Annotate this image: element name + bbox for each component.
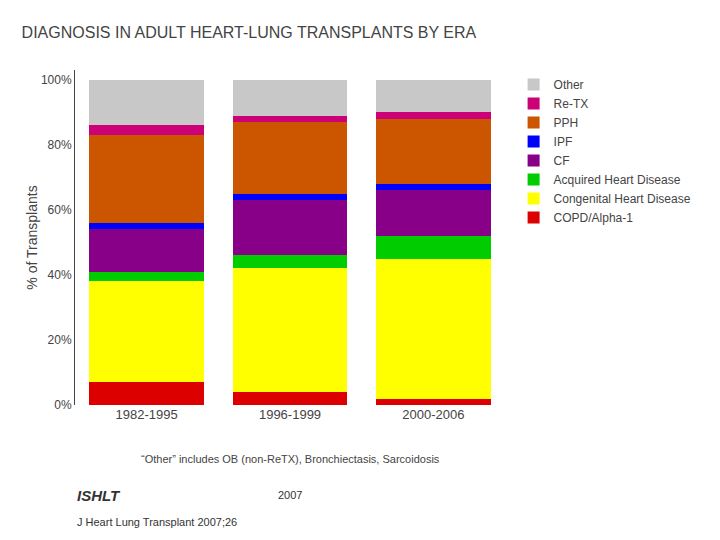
svg-text:Acquired Heart Disease: Acquired Heart Disease [554, 173, 681, 187]
svg-text:40%: 40% [48, 268, 72, 282]
svg-text:% of Transplants: % of Transplants [24, 185, 40, 289]
svg-text:CF: CF [554, 154, 570, 168]
svg-text:Congenital Heart Disease: Congenital Heart Disease [554, 192, 691, 206]
svg-text:COPD/Alpha-1: COPD/Alpha-1 [554, 211, 634, 225]
svg-text:80%: 80% [48, 138, 72, 152]
svg-text:ISHLT: ISHLT [77, 487, 121, 504]
svg-text:Re-TX: Re-TX [554, 97, 589, 111]
svg-text:Other: Other [554, 78, 584, 92]
svg-text:1996-1999: 1996-1999 [259, 407, 321, 422]
svg-text:0%: 0% [54, 398, 72, 412]
svg-text:1982-1995: 1982-1995 [116, 407, 178, 422]
svg-text:100%: 100% [41, 73, 72, 87]
svg-text:60%: 60% [48, 203, 72, 217]
svg-text:20%: 20% [48, 333, 72, 347]
svg-text:J Heart Lung Transplant 2007;2: J Heart Lung Transplant 2007;26 [77, 516, 237, 528]
svg-text:“Other” includes OB (non-ReTX): “Other” includes OB (non-ReTX), Bronchie… [141, 453, 440, 465]
svg-text:IPF: IPF [554, 135, 573, 149]
svg-text:DIAGNOSIS IN ADULT HEART-LUNG: DIAGNOSIS IN ADULT HEART-LUNG TRANSPLANT… [22, 24, 477, 41]
svg-text:PPH: PPH [554, 116, 579, 130]
svg-text:2007: 2007 [278, 489, 302, 501]
svg-text:2000-2006: 2000-2006 [402, 407, 464, 422]
